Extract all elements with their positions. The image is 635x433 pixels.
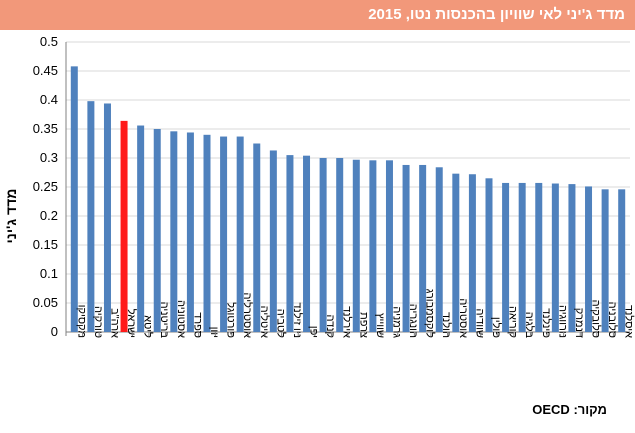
x-tick-label: סלובקיה (590, 300, 603, 338)
x-tick-label: ספרד (191, 312, 203, 338)
bar (369, 160, 377, 332)
bar (286, 155, 294, 332)
x-tick-label: קוריאה (507, 306, 519, 338)
bar (70, 66, 78, 333)
bar (385, 160, 393, 332)
x-tick-label: יוון (208, 327, 220, 338)
x-tick-label: שוודיה (473, 309, 485, 338)
bar (269, 150, 277, 332)
y-tick-label: 0.1 (40, 266, 58, 281)
bar (186, 132, 194, 332)
bar (568, 184, 576, 332)
x-tick-label: אסטוניה (175, 300, 187, 338)
chart-title: מדד ג'יני לאי שוויון בהכנסות נטו, 2015 (0, 0, 635, 30)
x-tick-label: בריטניה (158, 302, 170, 339)
bar (435, 167, 443, 332)
bar (535, 182, 543, 332)
bar (402, 164, 410, 332)
x-tick-label: מקסיקו (75, 305, 87, 338)
x-tick-label: ארה"ב (108, 308, 120, 338)
y-tick-label: 0.35 (33, 121, 58, 136)
bar-chart: 0 0.05 0.1 0.15 0.2 0.25 0.3 0.35 0.4 0.45 0.5 מקס… (3, 34, 635, 339)
x-tick-label: צרפת (357, 312, 369, 338)
y-tick-label: 0.05 (33, 295, 58, 310)
x-tick-label: פינלנד (540, 308, 553, 338)
bar (253, 143, 261, 332)
bar (419, 164, 427, 332)
bar (502, 182, 510, 332)
y-tick-label: 0.5 (40, 34, 58, 49)
x-tick-label: ישראל (125, 309, 138, 338)
x-tick-label: דנמרק (573, 308, 585, 338)
x-tick-label: טורקיה (92, 306, 104, 338)
bar (203, 134, 211, 332)
bar (601, 189, 609, 332)
bar (103, 103, 111, 332)
bar (236, 136, 244, 332)
y-tick-label: 0 (51, 324, 58, 339)
y-tick-label: 0.45 (33, 63, 58, 78)
x-tick-label: ניו זילנד (291, 302, 304, 338)
bar (518, 182, 526, 332)
x-tick-label: גרמניה (390, 306, 402, 338)
bar (87, 101, 95, 332)
y-tick-label: 0.15 (33, 237, 58, 252)
x-tick-label: סלובניה (606, 302, 619, 338)
x-tick-label: נורווגיה (556, 305, 568, 338)
x-tick-label: פורטוגל (225, 302, 238, 338)
x-tick-label: אוסטריה (457, 298, 469, 338)
y-axis-label: מדד ג'יני (3, 189, 19, 244)
y-tick-label: 0.4 (40, 92, 58, 107)
x-tick-label: לטביה (274, 309, 287, 338)
bar (618, 189, 626, 332)
bar (468, 174, 476, 332)
bar (485, 178, 493, 332)
x-tick-label: הולנד (440, 312, 453, 338)
bar (220, 136, 228, 332)
x-axis-labels: מקסיקו טורקיה ארה"ב ישראל ליטא בריטניה אסטוניה… (65, 289, 635, 339)
x-tick-label: פולין (490, 317, 503, 338)
bar (170, 131, 178, 332)
x-tick-label: הונגריה (407, 304, 419, 338)
bar (153, 129, 161, 332)
x-tick-label: לוקסמבורג (424, 289, 437, 338)
x-tick-label: קנדה (324, 314, 336, 338)
bar (585, 186, 593, 332)
y-tick-label: 0.25 (33, 179, 58, 194)
y-tick-label: 0.3 (40, 150, 58, 165)
y-axis: 0 0.05 0.1 0.15 0.2 0.25 0.3 0.35 0.4 0.45 0.5 (33, 34, 67, 339)
source-note: מקור: OECD (532, 402, 607, 417)
bar (120, 120, 128, 332)
y-tick-label: 0.2 (40, 208, 58, 223)
x-tick-label: איסלנד (623, 305, 635, 338)
x-tick-label: ליטא (142, 315, 155, 338)
x-tick-label: בלגיה (523, 312, 536, 339)
x-tick-label: יפן (308, 326, 320, 338)
x-tick-label: שווייץ (374, 313, 386, 338)
bar (452, 173, 460, 332)
x-tick-label: אירלנד (341, 306, 354, 338)
bar (319, 158, 327, 332)
x-tick-label: איטליה (258, 306, 271, 338)
bar (352, 159, 360, 332)
x-tick-label: אוסטרליה (241, 293, 254, 339)
bar (137, 125, 145, 333)
bars (70, 66, 626, 333)
bar (336, 158, 344, 332)
gridlines (66, 41, 630, 333)
bar (551, 183, 559, 332)
bar (303, 155, 311, 332)
